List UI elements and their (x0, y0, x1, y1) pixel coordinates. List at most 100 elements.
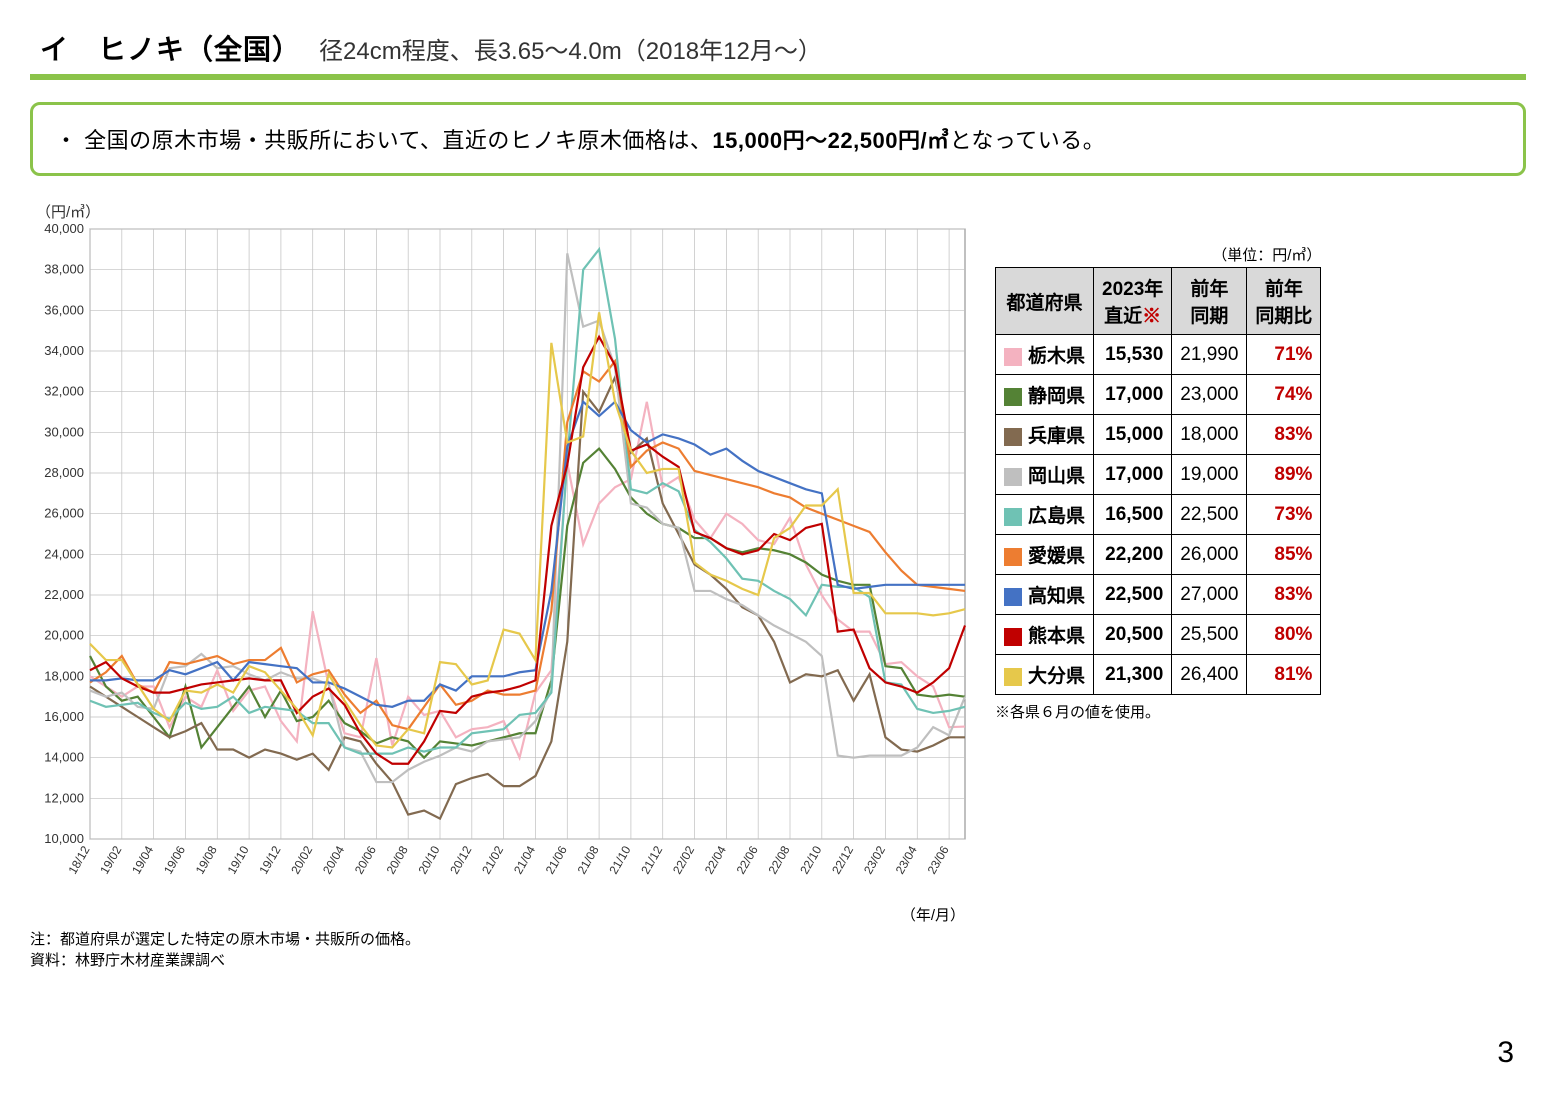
svg-text:18,000: 18,000 (44, 668, 84, 683)
ratio-cell: 74% (1247, 375, 1321, 415)
svg-text:19/10: 19/10 (225, 843, 252, 876)
table-row: 静岡県17,00023,00074% (996, 375, 1321, 415)
recent-cell: 21,300 (1094, 655, 1172, 695)
ratio-cell: 83% (1247, 415, 1321, 455)
ratio-cell: 85% (1247, 535, 1321, 575)
recent-cell: 16,500 (1094, 495, 1172, 535)
table-header: 前年同期 (1172, 268, 1247, 335)
svg-text:20/02: 20/02 (288, 843, 315, 876)
prev-cell: 18,000 (1172, 415, 1247, 455)
svg-text:21/02: 21/02 (479, 843, 506, 876)
title-row: イ ヒノキ（全国） 径24cm程度、長3.65～4.0m（2018年12月～） (30, 28, 1526, 68)
svg-text:20,000: 20,000 (44, 628, 84, 643)
pref-cell: 熊本県 (996, 615, 1094, 655)
svg-text:19/04: 19/04 (129, 843, 156, 876)
prev-cell: 26,400 (1172, 655, 1247, 695)
svg-text:22/10: 22/10 (797, 843, 824, 876)
prev-cell: 19,000 (1172, 455, 1247, 495)
svg-text:22/02: 22/02 (670, 843, 697, 876)
prev-cell: 27,000 (1172, 575, 1247, 615)
svg-text:30,000: 30,000 (44, 424, 84, 439)
table-header: 都道府県 (996, 268, 1094, 335)
svg-text:10,000: 10,000 (44, 831, 84, 846)
svg-text:22/06: 22/06 (734, 843, 761, 876)
recent-cell: 17,000 (1094, 375, 1172, 415)
table-row: 高知県22,50027,00083% (996, 575, 1321, 615)
svg-text:20/06: 20/06 (352, 843, 379, 876)
svg-text:23/04: 23/04 (893, 843, 920, 876)
footer-notes: 注：都道府県が選定した特定の原木市場・共販所の価格。 資料：林野庁木材産業課調べ (30, 929, 980, 971)
pref-cell: 岡山県 (996, 455, 1094, 495)
main-row: 10,000 12,000 14,000 16,000 18,000 20,000 22,0… (30, 224, 1526, 971)
ratio-cell: 71% (1247, 335, 1321, 375)
title-underline (30, 74, 1526, 80)
ratio-cell: 80% (1247, 615, 1321, 655)
svg-text:19/02: 19/02 (97, 843, 124, 876)
table-row: 栃木県15,53021,99071% (996, 335, 1321, 375)
svg-text:28,000: 28,000 (44, 465, 84, 480)
pref-cell: 兵庫県 (996, 415, 1094, 455)
table-wrap: （単位：円/㎥） 都道府県2023年直近※前年同期前年同期比栃木県15,5302… (995, 244, 1321, 722)
svg-text:14,000: 14,000 (44, 750, 84, 765)
svg-text:20/04: 20/04 (320, 843, 347, 876)
chart-wrap: 10,000 12,000 14,000 16,000 18,000 20,000 22,0… (30, 224, 980, 971)
svg-text:22/08: 22/08 (765, 843, 792, 876)
svg-text:21/04: 21/04 (511, 843, 538, 876)
table-header: 前年同期比 (1247, 268, 1321, 335)
x-unit-label: （年/月） (30, 904, 980, 925)
prev-cell: 26,000 (1172, 535, 1247, 575)
prev-cell: 25,500 (1172, 615, 1247, 655)
svg-text:22/04: 22/04 (702, 843, 729, 876)
svg-text:12,000: 12,000 (44, 790, 84, 805)
svg-text:22/12: 22/12 (829, 843, 856, 876)
pref-cell: 愛媛県 (996, 535, 1094, 575)
y-unit-label: （円/㎥） (30, 201, 1526, 222)
pref-cell: 大分県 (996, 655, 1094, 695)
prefecture-table: 都道府県2023年直近※前年同期前年同期比栃木県15,53021,99071%静… (995, 267, 1321, 695)
recent-cell: 20,500 (1094, 615, 1172, 655)
svg-text:19/06: 19/06 (161, 843, 188, 876)
pref-cell: 静岡県 (996, 375, 1094, 415)
table-unit: （単位：円/㎥） (995, 244, 1321, 265)
summary-box: ・ 全国の原木市場・共販所において、直近のヒノキ原木価格は、15,000円～22… (30, 102, 1526, 176)
table-row: 広島県16,50022,50073% (996, 495, 1321, 535)
ratio-cell: 73% (1247, 495, 1321, 535)
svg-text:16,000: 16,000 (44, 709, 84, 724)
svg-text:22,000: 22,000 (44, 587, 84, 602)
svg-text:38,000: 38,000 (44, 262, 84, 277)
ratio-cell: 83% (1247, 575, 1321, 615)
svg-text:21/12: 21/12 (638, 843, 665, 876)
footer-note1: 注：都道府県が選定した特定の原木市場・共販所の価格。 (30, 929, 980, 950)
table-row: 愛媛県22,20026,00085% (996, 535, 1321, 575)
svg-text:34,000: 34,000 (44, 343, 84, 358)
svg-text:36,000: 36,000 (44, 302, 84, 317)
svg-text:24,000: 24,000 (44, 546, 84, 561)
line-chart: 10,000 12,000 14,000 16,000 18,000 20,000 22,0… (30, 224, 980, 904)
svg-text:26,000: 26,000 (44, 506, 84, 521)
svg-text:21/10: 21/10 (606, 843, 633, 876)
page-subtitle: 径24cm程度、長3.65～4.0m（2018年12月～） (319, 31, 822, 66)
prev-cell: 22,500 (1172, 495, 1247, 535)
svg-text:20/08: 20/08 (384, 843, 411, 876)
svg-text:19/12: 19/12 (256, 843, 283, 876)
svg-text:23/02: 23/02 (861, 843, 888, 876)
pref-cell: 栃木県 (996, 335, 1094, 375)
ratio-cell: 89% (1247, 455, 1321, 495)
svg-text:21/06: 21/06 (543, 843, 570, 876)
recent-cell: 15,530 (1094, 335, 1172, 375)
recent-cell: 22,200 (1094, 535, 1172, 575)
table-note: ※各県６月の値を使用。 (995, 701, 1321, 722)
recent-cell: 15,000 (1094, 415, 1172, 455)
recent-cell: 17,000 (1094, 455, 1172, 495)
svg-text:21/08: 21/08 (575, 843, 602, 876)
table-row: 熊本県20,50025,50080% (996, 615, 1321, 655)
ratio-cell: 81% (1247, 655, 1321, 695)
svg-text:32,000: 32,000 (44, 384, 84, 399)
svg-text:40,000: 40,000 (44, 224, 84, 236)
svg-text:20/10: 20/10 (415, 843, 442, 876)
summary-suffix: となっている。 (950, 128, 1106, 153)
page-title: イ ヒノキ（全国） (40, 28, 301, 68)
svg-text:18/12: 18/12 (65, 843, 92, 876)
prev-cell: 23,000 (1172, 375, 1247, 415)
summary-bold: 15,000円～22,500円/㎥ (712, 128, 949, 153)
